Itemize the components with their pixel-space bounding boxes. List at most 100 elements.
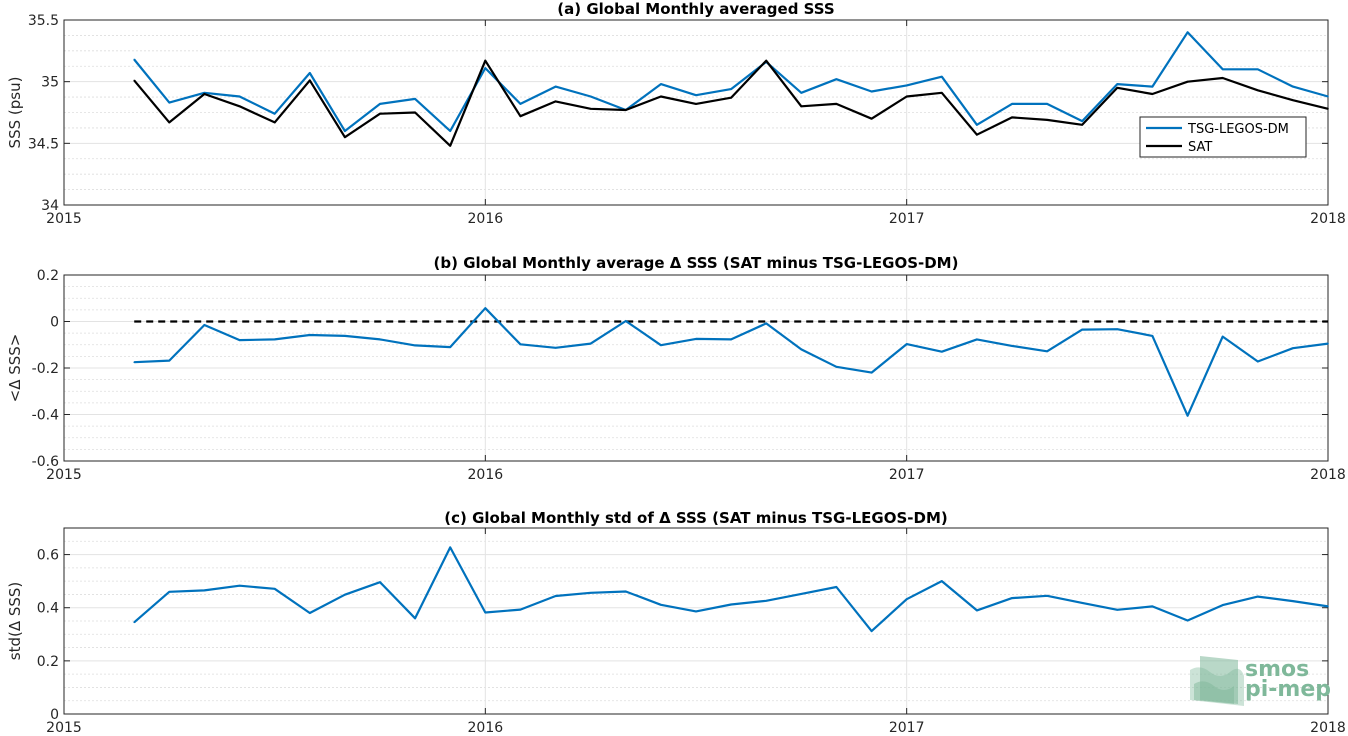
data-point bbox=[379, 581, 381, 584]
data-point bbox=[133, 58, 136, 61]
y-tick-label: 0 bbox=[50, 315, 59, 331]
data-point bbox=[1081, 602, 1084, 604]
data-point bbox=[695, 103, 697, 105]
data-point bbox=[273, 588, 276, 590]
data-point bbox=[379, 338, 381, 341]
y-tick-label: 0.6 bbox=[37, 548, 59, 564]
data-point bbox=[905, 598, 908, 601]
data-point bbox=[203, 589, 206, 592]
data-point bbox=[1292, 600, 1294, 602]
data-point bbox=[624, 590, 627, 593]
data-point bbox=[695, 94, 697, 97]
data-point bbox=[273, 338, 276, 341]
data-point bbox=[589, 592, 592, 594]
data-point bbox=[414, 98, 416, 100]
data-point bbox=[1151, 605, 1154, 608]
data-point bbox=[1186, 414, 1189, 417]
data-point bbox=[1046, 119, 1048, 121]
data-point bbox=[449, 130, 452, 132]
legend-label: SAT bbox=[1188, 140, 1212, 155]
data-point bbox=[1221, 77, 1224, 79]
data-point bbox=[976, 338, 978, 341]
data-point bbox=[203, 324, 206, 326]
data-point bbox=[1221, 604, 1224, 606]
x-tick-label: 2016 bbox=[468, 467, 504, 483]
y-tick-label: 35.5 bbox=[28, 13, 59, 29]
series-line-delta-sss bbox=[133, 546, 1329, 633]
data-point bbox=[1256, 360, 1259, 363]
logo-text-smos: smos bbox=[1245, 657, 1309, 682]
data-point bbox=[414, 344, 416, 347]
data-point bbox=[1327, 605, 1329, 608]
data-point bbox=[484, 67, 487, 69]
data-point bbox=[1221, 68, 1224, 71]
data-point bbox=[1011, 345, 1013, 347]
data-point bbox=[554, 595, 557, 597]
data-point bbox=[238, 339, 241, 341]
chart-panel-1: 34 34.5 35 35.5 2015 2016 2017 2018 (a) Global M… bbox=[6, 0, 1346, 227]
data-point bbox=[238, 105, 241, 108]
data-point bbox=[835, 586, 838, 588]
data-point bbox=[870, 371, 873, 374]
data-point bbox=[800, 348, 803, 351]
x-tick-label: 2017 bbox=[889, 467, 925, 483]
logo-text-pi-mep: pi-mep bbox=[1245, 677, 1331, 702]
data-point bbox=[1046, 350, 1048, 353]
data-point bbox=[835, 366, 838, 368]
data-point bbox=[589, 95, 592, 98]
data-point bbox=[1011, 597, 1013, 599]
data-point bbox=[1256, 595, 1259, 598]
data-point bbox=[1011, 116, 1013, 119]
y-tick-label: -0.4 bbox=[32, 408, 59, 424]
logo-wave-graphic bbox=[1194, 681, 1234, 704]
data-point bbox=[168, 359, 171, 362]
data-point bbox=[1081, 120, 1084, 122]
data-point bbox=[519, 608, 522, 611]
data-point bbox=[484, 59, 487, 62]
legend-box bbox=[1139, 116, 1307, 158]
data-point bbox=[730, 96, 732, 99]
data-point bbox=[660, 95, 662, 98]
data-point bbox=[1046, 103, 1048, 105]
y-tick-label: -0.2 bbox=[32, 361, 59, 377]
chart-panel-3: 0 0.2 0.4 0.6 2015 2016 2017 2018 (c) Global Mon… bbox=[6, 509, 1346, 736]
data-point bbox=[519, 103, 522, 105]
y-tick-label: 34 bbox=[41, 198, 59, 214]
data-point bbox=[1116, 328, 1119, 330]
data-point bbox=[1186, 31, 1189, 34]
data-point bbox=[1151, 335, 1154, 337]
data-point bbox=[940, 350, 943, 353]
data-point bbox=[624, 109, 627, 111]
data-point bbox=[554, 85, 557, 88]
x-tick-label: 2018 bbox=[1310, 720, 1346, 736]
data-point bbox=[133, 361, 136, 363]
data-point bbox=[1292, 347, 1294, 350]
data-point bbox=[730, 338, 732, 341]
data-point bbox=[765, 322, 768, 325]
y-axis-label: <Δ SSS> bbox=[6, 334, 24, 403]
data-point bbox=[273, 112, 276, 115]
data-point bbox=[449, 145, 452, 147]
data-point bbox=[660, 83, 662, 85]
data-point bbox=[414, 111, 416, 114]
data-point bbox=[905, 84, 908, 87]
data-point bbox=[835, 78, 838, 80]
data-point bbox=[238, 95, 241, 98]
data-point bbox=[940, 91, 943, 94]
data-point bbox=[589, 342, 592, 345]
data-point bbox=[133, 621, 136, 624]
data-point bbox=[660, 603, 662, 606]
data-point bbox=[1046, 594, 1048, 597]
data-point bbox=[1116, 83, 1119, 85]
data-point bbox=[168, 101, 171, 104]
x-tick-label: 2018 bbox=[1310, 211, 1346, 227]
data-point bbox=[133, 79, 136, 82]
data-point bbox=[519, 343, 522, 346]
data-point bbox=[1116, 87, 1119, 89]
x-tick-label: 2017 bbox=[889, 211, 925, 227]
data-point bbox=[660, 344, 662, 347]
data-point bbox=[554, 346, 557, 349]
data-point bbox=[308, 72, 311, 74]
data-point bbox=[449, 346, 452, 348]
